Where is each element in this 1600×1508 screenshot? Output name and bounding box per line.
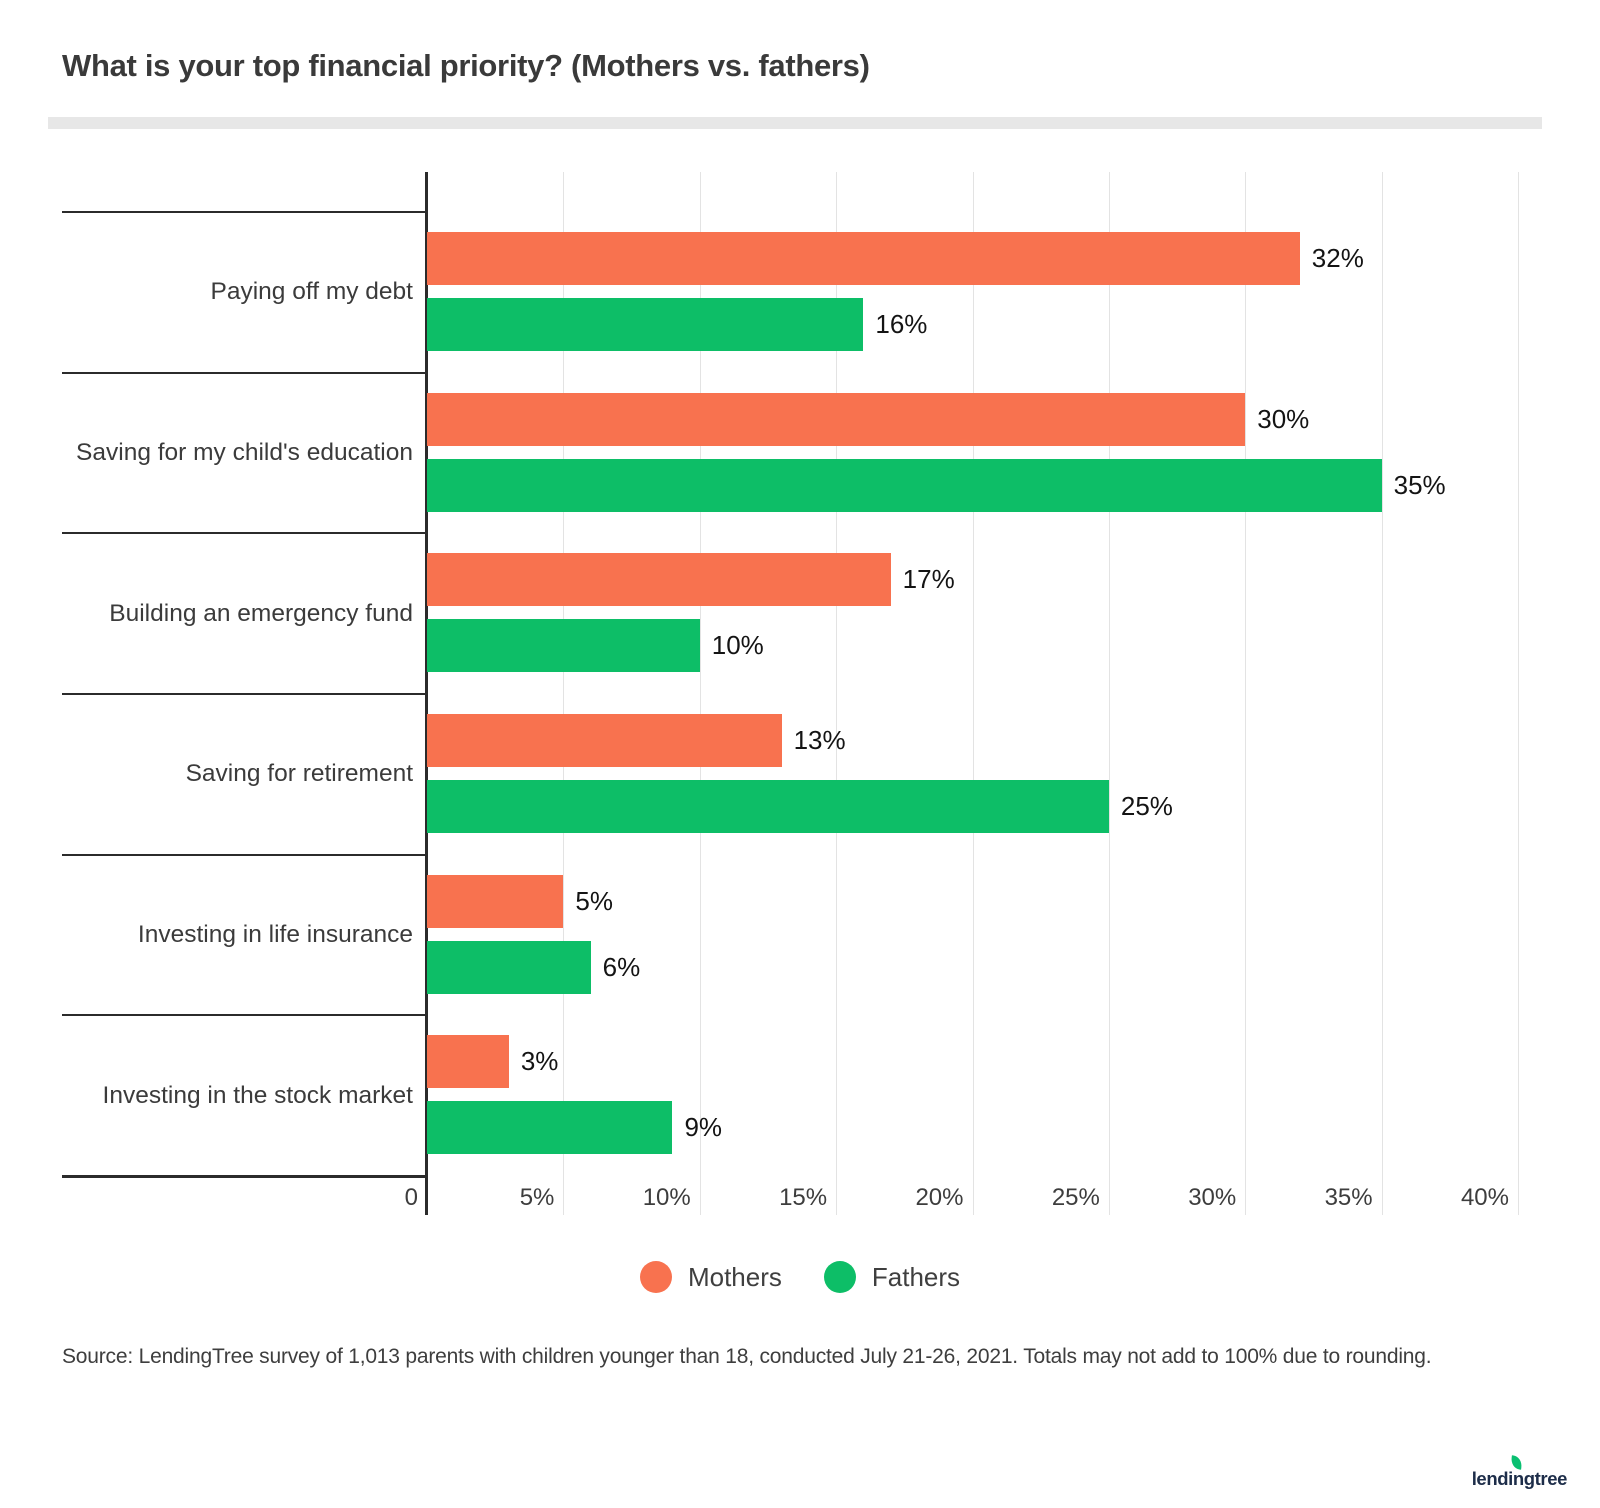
bar-row: 10% — [427, 619, 1518, 673]
bar-row: 3% — [427, 1035, 1518, 1089]
bar-value-label: 35% — [1393, 469, 1446, 500]
gridline — [1518, 172, 1519, 1215]
mothers-bar — [427, 874, 564, 928]
mothers-bar — [427, 553, 891, 607]
source-note: Source: LendingTree survey of 1,013 pare… — [62, 1345, 1432, 1368]
fathers-bar — [427, 1101, 673, 1155]
legend-item-mothers: Mothers — [639, 1261, 782, 1293]
gridline — [699, 172, 701, 1215]
x-tick-label: 20% — [915, 1184, 964, 1211]
fathers-bar — [427, 940, 591, 994]
title-divider — [48, 117, 1542, 129]
bar-row: 9% — [427, 1101, 1518, 1155]
x-tick-label: 40% — [1460, 1184, 1509, 1211]
bar-value-label: 32% — [1311, 243, 1364, 273]
category-group: Saving for retirement 13% 25% — [62, 692, 1518, 854]
bar-row: 30% — [427, 392, 1518, 446]
legend: Mothers Fathers — [0, 1261, 1600, 1293]
bar-row: 16% — [427, 298, 1518, 351]
bar-value-label: 13% — [793, 724, 846, 755]
bar-value-label: 30% — [1257, 403, 1310, 434]
mothers-swatch-icon — [639, 1261, 672, 1293]
x-tick-label: 15% — [779, 1184, 828, 1211]
category-group: Investing in life insurance 5% 6% — [62, 853, 1518, 1015]
rows-bottom-line — [62, 1175, 427, 1178]
category-group: Investing in the stock market 3% 9% — [62, 1014, 1518, 1175]
bar-row: 13% — [427, 713, 1518, 767]
bar-value-label: 5% — [575, 885, 613, 916]
category-label: Paying off my debt — [62, 211, 427, 372]
bar-value-label: 3% — [520, 1046, 559, 1077]
page-title: What is your top financial priority? (Mo… — [62, 48, 870, 83]
fathers-bar — [427, 298, 864, 351]
x-axis-ticks: 0 5% 10% 15% 20% 25% 30% 35% 40% — [405, 1184, 1518, 1214]
x-tick-label: 30% — [1188, 1184, 1237, 1211]
gridline — [1245, 172, 1247, 1215]
logo-text: lendingtree — [1471, 1468, 1568, 1489]
bar-row: 5% — [427, 874, 1518, 928]
bar-value-label: 6% — [602, 951, 641, 982]
x-tick-label: 10% — [642, 1184, 691, 1211]
category-label: Saving for retirement — [62, 692, 427, 854]
bar-row: 35% — [427, 458, 1518, 512]
bar-row: 6% — [427, 940, 1518, 994]
legend-label: Mothers — [687, 1261, 782, 1292]
gridline — [563, 172, 565, 1215]
gridline — [836, 172, 838, 1215]
bar-value-label: 9% — [684, 1112, 723, 1143]
x-tick-label: 35% — [1324, 1184, 1373, 1211]
gridline — [972, 172, 974, 1215]
x-tick-label: 25% — [1051, 1184, 1100, 1211]
fathers-bar — [427, 779, 1109, 833]
legend-item-fathers: Fathers — [823, 1261, 961, 1293]
fathers-bar — [427, 458, 1382, 512]
bar-row: 17% — [427, 553, 1518, 607]
bar-row: 25% — [427, 779, 1518, 833]
bar-value-label: 25% — [1120, 790, 1173, 821]
category-label: Building an emergency fund — [62, 532, 427, 693]
bar-value-label: 16% — [875, 309, 928, 339]
bar-value-label: 10% — [711, 630, 764, 661]
mothers-bar — [427, 392, 1246, 446]
fathers-bar — [427, 619, 700, 673]
category-group: Saving for my child's education 30% 35% — [62, 371, 1518, 533]
fathers-swatch-icon — [823, 1261, 856, 1293]
mothers-bar — [427, 232, 1300, 285]
category-label: Investing in the stock market — [62, 1014, 427, 1175]
mothers-bar — [427, 713, 782, 767]
x-tick-label: 5% — [519, 1184, 555, 1211]
category-label: Investing in life insurance — [62, 853, 427, 1015]
lendingtree-logo: lendingtree — [1471, 1455, 1568, 1490]
legend-label: Fathers — [871, 1261, 961, 1292]
gridline — [1108, 172, 1110, 1215]
gridlines — [427, 172, 1519, 1215]
x-tick-label: 0 — [404, 1184, 418, 1211]
mothers-bar — [427, 1035, 509, 1089]
category-group: Building an emergency fund 17% 10% — [62, 532, 1518, 693]
category-label: Saving for my child's education — [62, 371, 427, 533]
bar-value-label: 17% — [902, 564, 955, 595]
chart-rows: Paying off my debt 32% 16% Saving for my… — [62, 211, 1518, 1175]
category-group: Paying off my debt 32% 16% — [62, 211, 1518, 372]
gridline — [1381, 172, 1383, 1215]
bar-row: 32% — [427, 232, 1518, 285]
